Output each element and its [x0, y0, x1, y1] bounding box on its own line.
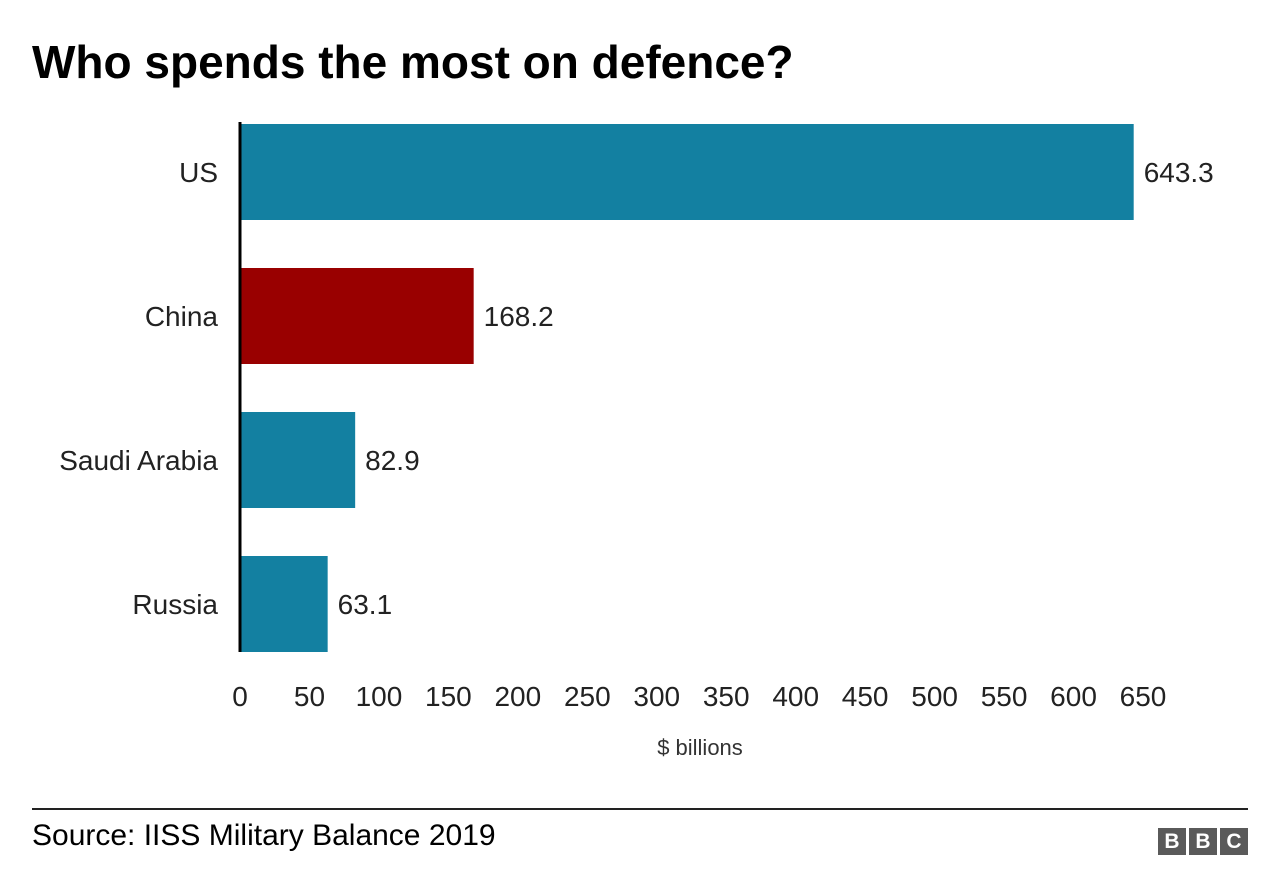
x-tick-label-50: 50 — [294, 681, 325, 712]
bar-russia — [241, 556, 328, 652]
bbc-logo-letter-b1: B — [1158, 828, 1186, 855]
x-tick-label-600: 600 — [1050, 681, 1097, 712]
x-tick-label-450: 450 — [842, 681, 889, 712]
category-label-china: China — [145, 301, 219, 332]
x-tick-label-150: 150 — [425, 681, 472, 712]
category-label-russia: Russia — [132, 589, 218, 620]
source-note: Source: IISS Military Balance 2019 — [32, 819, 496, 852]
bar-us — [241, 124, 1134, 220]
x-tick-label-300: 300 — [633, 681, 680, 712]
footer-divider — [32, 808, 1248, 810]
x-tick-label-250: 250 — [564, 681, 611, 712]
bars-layer — [241, 124, 1134, 652]
x-tick-label-500: 500 — [911, 681, 958, 712]
value-label-us: 643.3 — [1144, 157, 1214, 188]
category-labels-layer: US China Saudi Arabia Russia — [59, 157, 218, 620]
category-label-saudi-arabia: Saudi Arabia — [59, 445, 218, 476]
value-label-china: 168.2 — [484, 301, 554, 332]
chart-title: Who spends the most on defence? — [32, 36, 794, 88]
bar-chart: 643.3 168.2 82.9 63.1 US China Saudi Arabia Ru… — [59, 122, 1214, 760]
value-labels-layer: 643.3 168.2 82.9 63.1 — [338, 157, 1214, 620]
bbc-logo: B B C — [1158, 828, 1248, 855]
x-tick-label-350: 350 — [703, 681, 750, 712]
x-tick-label-550: 550 — [981, 681, 1028, 712]
x-tick-label-650: 650 — [1120, 681, 1167, 712]
bbc-logo-letter-b2: B — [1189, 828, 1217, 855]
bbc-logo-letter-c: C — [1220, 828, 1248, 855]
value-label-russia: 63.1 — [338, 589, 393, 620]
x-tick-label-100: 100 — [356, 681, 403, 712]
x-tick-label-0: 0 — [232, 681, 248, 712]
value-label-saudi-arabia: 82.9 — [365, 445, 420, 476]
x-tick-labels-layer: 0 50 100 150 200 250 300 350 400 450 500 550 600 650 — [232, 681, 1166, 712]
x-tick-label-400: 400 — [772, 681, 819, 712]
bar-china — [241, 268, 474, 364]
bar-saudi-arabia — [241, 412, 356, 508]
x-tick-label-200: 200 — [494, 681, 541, 712]
x-axis-title: $ billions — [657, 735, 743, 760]
category-label-us: US — [179, 157, 218, 188]
